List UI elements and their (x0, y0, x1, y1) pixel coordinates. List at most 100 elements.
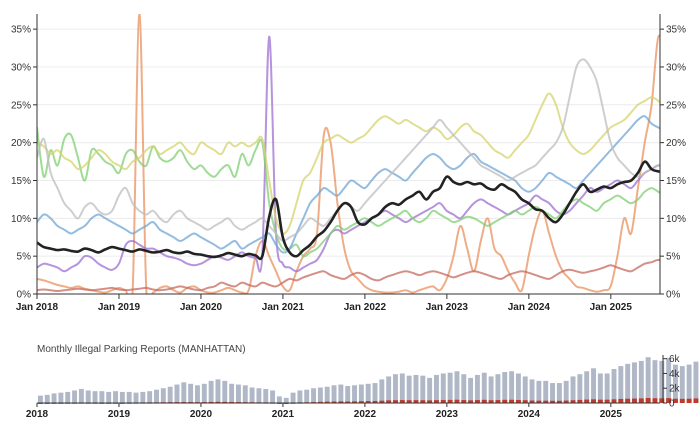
report-bar (51, 393, 57, 403)
y-tick-label-right-30: 30% (666, 62, 686, 73)
report-bar (686, 364, 692, 403)
report-bar (311, 388, 317, 403)
illegal-parking-bar (591, 399, 596, 403)
report-bar (570, 376, 576, 403)
illegal-parking-bar (673, 398, 678, 403)
illegal-parking-bar (563, 400, 569, 403)
monthly-reports-bar-chart: Monthly Illegal Parking Reports (MANHATT… (26, 344, 699, 420)
report-bar (215, 379, 221, 403)
report-bar (85, 390, 91, 403)
report-bar (440, 373, 446, 403)
report-bar (222, 380, 228, 403)
illegal-parking-bar (352, 401, 357, 403)
illegal-parking-bar (604, 399, 610, 403)
report-bar (188, 383, 194, 403)
report-bar (522, 376, 528, 403)
illegal-parking-bar (645, 397, 651, 403)
illegal-parking-bar (338, 401, 344, 403)
report-bar (201, 383, 207, 403)
report-bar (358, 384, 364, 403)
report-bar (365, 383, 371, 403)
illegal-parking-bar (406, 400, 412, 403)
report-bar (99, 391, 105, 403)
illegal-parking-bar (536, 400, 542, 403)
report-bar (536, 380, 542, 403)
report-bar (126, 391, 132, 403)
report-bar (290, 392, 296, 403)
illegal-parking-bar (652, 398, 658, 403)
reports-x-tick-label-2019: 2019 (108, 409, 131, 420)
illegal-parking-bar (522, 400, 528, 403)
report-bar (584, 371, 590, 403)
x-tick-label-2024: Jan 2024 (508, 302, 551, 313)
illegal-parking-bar (399, 400, 405, 403)
x-tick-label-2022: Jan 2022 (344, 302, 387, 313)
illegal-parking-bar (693, 398, 699, 403)
reports-x-tick-label-2024: 2024 (518, 409, 541, 420)
report-bar (673, 364, 678, 403)
illegal-parking-bar (358, 401, 364, 403)
bar-chart-title: Monthly Illegal Parking Reports (MANHATT… (37, 344, 246, 355)
report-bar (399, 373, 405, 403)
report-bar (577, 374, 583, 403)
report-bar (72, 390, 78, 403)
report-bar (563, 380, 569, 403)
report-bar (495, 374, 501, 403)
report-bar (611, 369, 617, 403)
report-bar (652, 360, 658, 403)
report-bar (133, 392, 139, 403)
report-bar (119, 391, 125, 403)
illegal-parking-bar (495, 400, 501, 403)
reports-x-tick-label-2025: 2025 (600, 409, 623, 420)
reports-y-tick-label-4000: 4k (669, 369, 681, 380)
y-tick-label-left-25: 25% (11, 100, 31, 111)
report-bar (65, 391, 71, 403)
report-bar (659, 360, 665, 403)
report-bar (44, 394, 50, 403)
share-line-chart: 0% 5% 10% 15% 20% 25% 30% 35% 0% 5% 10% 15% 20% 25% 3… (11, 14, 686, 313)
report-bar (413, 374, 419, 403)
illegal-parking-bar (427, 400, 433, 403)
illegal-parking-bar (420, 400, 426, 403)
report-bar (113, 391, 118, 403)
series-line-precinct-6 (37, 58, 660, 243)
report-bar (597, 373, 603, 403)
report-bar (37, 395, 43, 403)
illegal-parking-bar (386, 400, 392, 403)
illegal-parking-bar (372, 400, 378, 403)
illegal-parking-bar (515, 399, 521, 403)
illegal-parking-bar (632, 398, 637, 403)
report-bar (679, 366, 685, 403)
report-bar (174, 384, 180, 403)
illegal-parking-bar (509, 399, 515, 403)
illegal-parking-bar (317, 401, 323, 404)
illegal-parking-bar (556, 400, 562, 403)
y-tick-label-left-10: 10% (11, 214, 31, 225)
y-tick-label-right-5: 5% (666, 252, 681, 263)
illegal-parking-bar (413, 400, 419, 403)
reports-y-tick-label-6000: 6k (669, 354, 681, 365)
y-tick-label-right-35: 35% (666, 25, 686, 36)
reports-x-tick-label-2018: 2018 (26, 409, 49, 420)
illegal-parking-bar (611, 399, 617, 403)
illegal-parking-bar (570, 400, 576, 403)
illegal-parking-bar (365, 401, 371, 403)
report-bar (556, 383, 562, 403)
report-bar (195, 385, 200, 403)
report-bar (488, 376, 494, 403)
y-tick-label-right-10: 10% (666, 214, 686, 225)
series-line-precinct-4 (37, 92, 660, 235)
illegal-parking-bar (618, 398, 624, 403)
x-tick-label-2023: Jan 2023 (426, 302, 469, 313)
report-bars (37, 357, 699, 404)
report-bar (618, 366, 624, 403)
illegal-parking-bar (474, 400, 480, 403)
illegal-parking-bar (577, 399, 583, 403)
illegal-parking-bar (666, 398, 672, 403)
y-tick-label-left-5: 5% (17, 252, 32, 263)
report-bar (317, 387, 323, 403)
report-bar (160, 388, 166, 403)
illegal-parking-bar (379, 400, 385, 403)
y-tick-label-left-30: 30% (11, 62, 31, 73)
report-bar (324, 386, 330, 403)
